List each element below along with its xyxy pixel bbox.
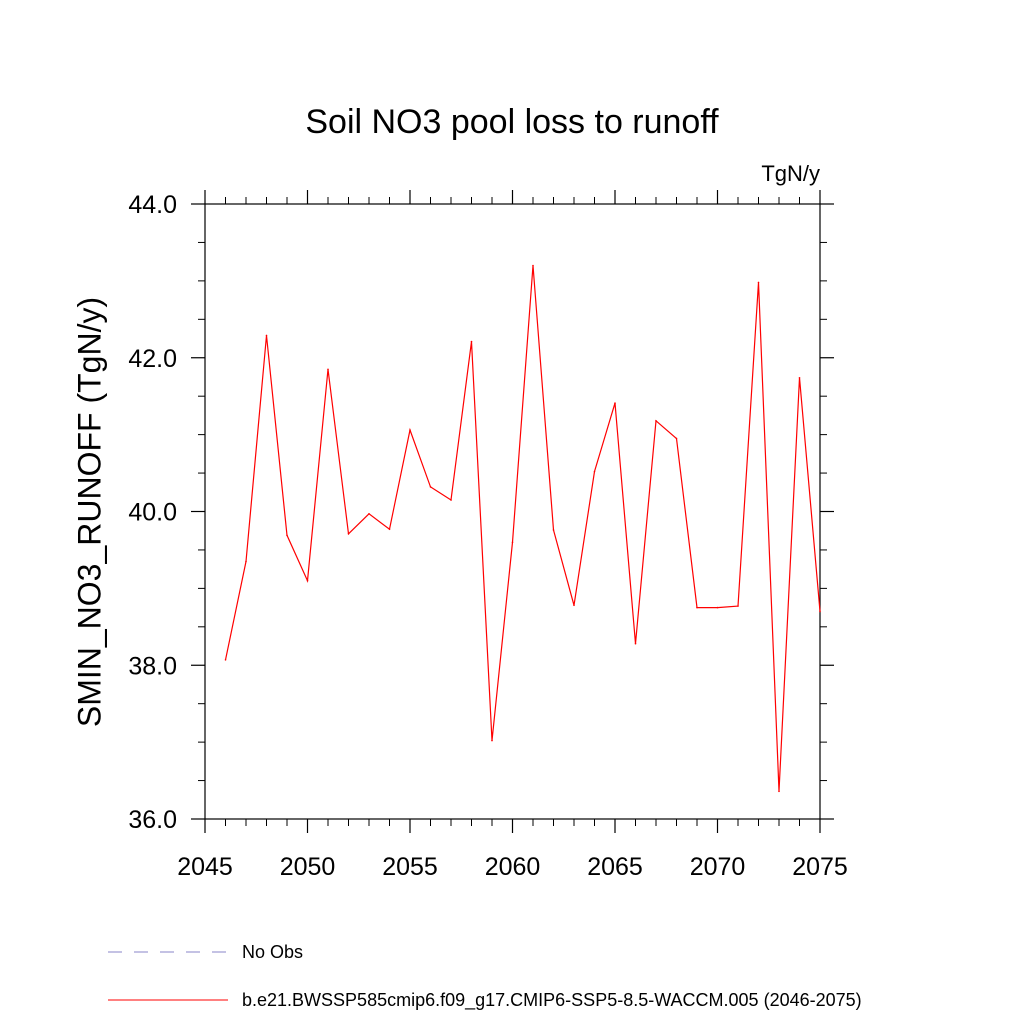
legend-label: b.e21.BWSSP585cmip6.f09_g17.CMIP6-SSP5-8…: [242, 990, 862, 1011]
legend-label: No Obs: [242, 942, 303, 962]
data-point: [757, 281, 760, 284]
data-point: [819, 610, 821, 613]
data-point: [347, 532, 350, 535]
data-point: [450, 499, 452, 501]
data-point: [675, 437, 678, 440]
data-point: [245, 560, 247, 563]
data-point: [388, 528, 391, 530]
y-tick-label: 44.0: [128, 191, 177, 219]
data-point: [265, 334, 268, 337]
data-point: [470, 340, 473, 343]
data-point: [634, 642, 637, 645]
data-point: [573, 604, 575, 607]
chart-title: Soil NO3 pool loss to runoff: [305, 103, 719, 141]
plot-frame: [204, 203, 821, 820]
data-point: [696, 606, 698, 609]
data-point: [778, 790, 780, 793]
data-point: [737, 605, 739, 607]
legend: No Obs b.e21.BWSSP585cmip6.f09_g17.CMIP6-…: [108, 942, 862, 1011]
data-point: [552, 529, 555, 531]
y-tick-label: 36.0: [128, 806, 177, 834]
data-point: [614, 402, 616, 404]
units-label: TgN/y: [761, 161, 820, 186]
y-axis-title: SMIN_NO3_RUNOFF (TgN/y): [71, 297, 107, 727]
data-point: [511, 541, 514, 544]
y-tick-label: 42.0: [128, 345, 177, 373]
x-tick-label: 2050: [280, 853, 336, 881]
data-point: [593, 470, 596, 473]
plot-area: 2045 2050 2055 2060 2065 2070 2075 36.0 38.0 40.0…: [128, 190, 848, 881]
data-point: [286, 534, 288, 537]
data-point: [716, 606, 719, 609]
x-tick-label: 2065: [587, 853, 643, 881]
x-tick-label: 2070: [690, 853, 746, 881]
data-point: [491, 739, 493, 742]
data-point: [306, 579, 309, 582]
data-point: [429, 486, 432, 488]
x-tick-label: 2045: [177, 853, 233, 881]
data-point: [327, 368, 329, 371]
x-tick-label: 2055: [382, 853, 438, 881]
y-tick-label: 40.0: [128, 499, 177, 527]
series-line: [224, 265, 821, 792]
data-point: [655, 419, 657, 422]
data-point: [409, 429, 411, 431]
y-tick-label: 38.0: [128, 652, 177, 680]
data-point: [798, 376, 801, 379]
x-tick-label: 2075: [792, 853, 848, 881]
x-tick-label: 2060: [485, 853, 541, 881]
data-point: [532, 264, 534, 267]
data-point: [224, 659, 227, 661]
data-point: [368, 513, 370, 515]
